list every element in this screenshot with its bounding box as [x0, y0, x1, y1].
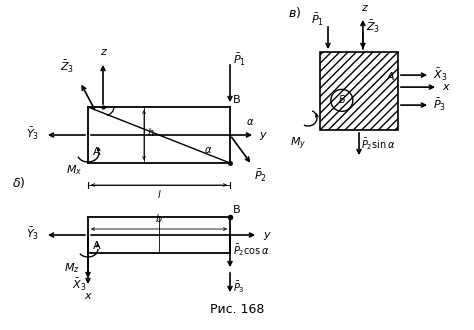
Text: $\bar{Y}_3$: $\bar{Y}_3$ — [26, 126, 39, 142]
Text: x: x — [85, 291, 91, 301]
Text: $\bar{Z}_3$: $\bar{Z}_3$ — [366, 19, 380, 35]
Text: y: y — [259, 130, 265, 140]
Text: $\bar{P}_2$: $\bar{P}_2$ — [254, 168, 267, 184]
Text: $\bar{Z}_3$: $\bar{Z}_3$ — [60, 59, 74, 75]
Text: A: A — [93, 241, 100, 251]
Text: x: x — [442, 82, 448, 92]
Text: $\bar{X}_3$: $\bar{X}_3$ — [433, 67, 447, 83]
Bar — [320, 52, 398, 130]
Text: $\alpha$: $\alpha$ — [246, 117, 254, 127]
Text: $\bar{P}_2\sin\alpha$: $\bar{P}_2\sin\alpha$ — [361, 136, 395, 152]
Text: z: z — [100, 47, 106, 57]
Text: $M_y$: $M_y$ — [290, 136, 306, 152]
Text: B: B — [233, 205, 241, 215]
Text: A: A — [386, 72, 394, 82]
Text: $\bar{P}_1$: $\bar{P}_1$ — [311, 12, 324, 28]
Text: Рис. 168: Рис. 168 — [210, 303, 264, 316]
Text: $\bar{P}_2\cos\alpha$: $\bar{P}_2\cos\alpha$ — [233, 242, 270, 258]
Text: $\bar{X}_3$: $\bar{X}_3$ — [72, 277, 86, 293]
Text: B: B — [338, 95, 345, 105]
Text: z: z — [361, 3, 367, 13]
Text: h: h — [148, 128, 154, 138]
Text: $\bar{P}_1$: $\bar{P}_1$ — [233, 52, 246, 68]
Text: b: b — [156, 214, 162, 224]
Text: l: l — [158, 190, 160, 200]
Text: $\bar{Y}_3$: $\bar{Y}_3$ — [26, 226, 39, 242]
Text: $M_z$: $M_z$ — [64, 261, 80, 275]
Text: $в)$: $в)$ — [288, 5, 301, 20]
Text: A: A — [93, 147, 100, 157]
Text: $\delta$): $\delta$) — [12, 175, 26, 190]
Text: y: y — [263, 230, 270, 240]
Text: $\bar{P}_3$: $\bar{P}_3$ — [433, 97, 446, 113]
Text: B: B — [233, 95, 241, 105]
Text: $\bar{P}_3$: $\bar{P}_3$ — [233, 279, 245, 295]
Text: $M_x$: $M_x$ — [66, 163, 82, 177]
Text: $\alpha$: $\alpha$ — [204, 145, 212, 155]
